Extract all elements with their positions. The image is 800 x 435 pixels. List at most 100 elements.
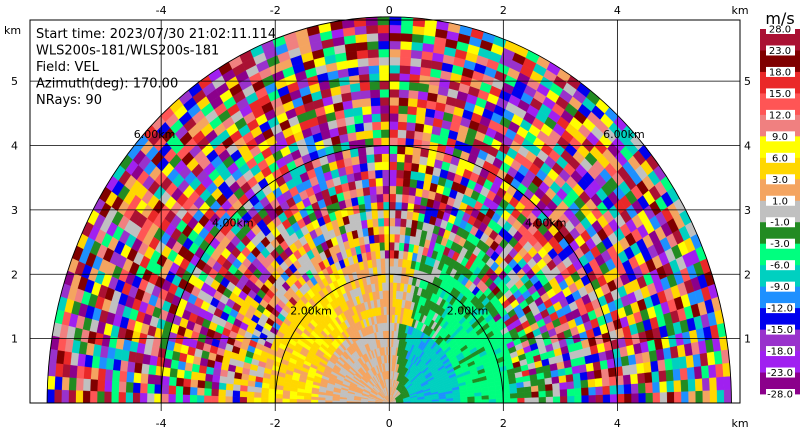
x-tick-label: 2 [500, 417, 507, 430]
y-tick-label-right: 1 [744, 333, 751, 346]
colorbar-tick-box [766, 260, 795, 271]
colorbar-tick-label: -3.0 [770, 239, 790, 250]
x-unit-label-top: km [731, 4, 748, 17]
colorbar-tick-label: 3.0 [772, 175, 788, 186]
colorbar-swatch [760, 157, 800, 180]
x-tick-label: 4 [614, 417, 621, 430]
x-tick-label-top: 4 [614, 4, 621, 17]
colorbar-tick-box [766, 66, 795, 77]
colorbar-tick-label: -23.0 [767, 368, 793, 379]
colorbar-swatch [760, 200, 800, 223]
info-line: Field: VEL [36, 60, 100, 75]
y-tick-label-right: 5 [744, 75, 751, 88]
colorbar-swatch [760, 29, 800, 51]
colorbar-tick-label: 23.0 [769, 46, 791, 57]
x-tick-label: -4 [156, 417, 167, 430]
colorbar-swatch [760, 329, 800, 352]
y-tick-label-right: 2 [744, 268, 751, 281]
x-tick-label-top: -4 [156, 4, 167, 17]
colorbar-tick-box [766, 238, 795, 249]
y-unit-label: km [4, 24, 21, 37]
y-tick-label: 5 [11, 75, 18, 88]
colorbar-tick-box [766, 281, 795, 292]
colorbar-tick-box [766, 389, 795, 399]
x-tick-label-top: 2 [500, 4, 507, 17]
colorbar-tick-box [766, 109, 795, 120]
x-unit-label: km [731, 417, 748, 430]
colorbar-swatch [760, 243, 800, 266]
x-tick-label-top: -2 [270, 4, 281, 17]
y-tick-label: 1 [11, 333, 18, 346]
colorbar-tick-label: 28.0 [769, 25, 791, 36]
x-tick-label-top: 0 [386, 4, 393, 17]
colorbar-swatch [760, 265, 800, 288]
colorbar-tick-label: -18.0 [767, 347, 793, 358]
colorbar-tick-label: -9.0 [770, 282, 790, 293]
colorbar: 28.0 23.0 18.0 15.0 12.0 9.0 6.0 3.0 1.0 -1.0 -3.0… [760, 9, 800, 401]
colorbar-tick-box [766, 24, 795, 34]
y-tick-label-right: 3 [744, 204, 751, 217]
colorbar-tick-label: -15.0 [767, 325, 793, 336]
info-line: Azimuth(deg): 170.00 [36, 77, 178, 92]
info-line: NRays: 90 [36, 93, 102, 108]
colorbar-tick-box [766, 367, 795, 378]
colorbar-swatch [760, 222, 800, 245]
colorbar-tick-box [766, 324, 795, 335]
y-axis-left: 1 2 3 4 5 km [4, 24, 21, 346]
colorbar-tick-box [766, 346, 795, 357]
colorbar-tick-box [766, 88, 795, 99]
range-ring-label: 6.00km [603, 128, 645, 141]
colorbar-swatch [760, 50, 800, 73]
colorbar-unit-label: m/s [765, 9, 794, 28]
info-line: WLS200s-181/WLS200s-181 [36, 44, 219, 59]
velocity-field [46, 16, 732, 404]
y-tick-label-right: 4 [744, 140, 751, 153]
colorbar-swatch [760, 136, 800, 159]
colorbar-tick-label: 1.0 [772, 196, 788, 207]
colorbar-swatch [760, 114, 800, 137]
colorbar-tick-label: -12.0 [767, 304, 793, 315]
colorbar-tick-label: -6.0 [770, 261, 790, 272]
colorbar-tick-label: 6.0 [772, 153, 788, 164]
colorbar-tick-label: 12.0 [769, 110, 791, 121]
range-ring [274, 273, 504, 404]
y-axis-right: 1 2 3 4 5 [744, 75, 751, 345]
x-axis-bottom: -4 -2 0 2 4 km [156, 403, 749, 430]
colorbar-tick-box [766, 152, 795, 163]
range-ring-label: 2.00km [447, 305, 489, 318]
x-tick-label: 0 [386, 417, 393, 430]
grid-lines [30, 20, 740, 403]
plot-frame [29, 19, 741, 404]
colorbar-swatch [760, 93, 800, 116]
x-tick-label: -2 [270, 417, 281, 430]
colorbar-swatch [760, 179, 800, 202]
range-ring-label: 2.00km [290, 305, 332, 318]
colorbar-tick-label: 9.0 [772, 132, 788, 143]
range-ring-label: 6.00km [134, 128, 176, 141]
colorbar-swatch [760, 372, 800, 395]
info-box: Start time: 2023/07/30 21:02:11.114 WLS20… [36, 27, 276, 108]
colorbar-tick-box [766, 217, 795, 228]
colorbar-swatch [760, 308, 800, 330]
range-ring [160, 145, 618, 404]
colorbar-tick-box [766, 174, 795, 185]
colorbar-tick-box [766, 195, 795, 206]
y-tick-label: 3 [11, 204, 18, 217]
colorbar-tick-label: -1.0 [770, 218, 790, 229]
colorbar-swatch [760, 71, 800, 94]
colorbar-tick-box [766, 131, 795, 142]
y-tick-label: 2 [11, 268, 18, 281]
colorbar-tick-label: 18.0 [769, 67, 791, 78]
range-ring-label: 4.00km [525, 216, 567, 229]
colorbar-swatch [760, 286, 800, 309]
colorbar-tick-box [766, 45, 795, 56]
colorbar-tick-label: -28.0 [767, 390, 793, 401]
colorbar-tick-label: 15.0 [769, 89, 791, 100]
colorbar-tick-box [766, 303, 795, 314]
y-tick-label: 4 [11, 140, 18, 153]
colorbar-swatch [760, 351, 800, 373]
x-axis-top: -4 -2 0 2 4 km [156, 4, 749, 17]
range-ring-label: 4.00km [212, 216, 254, 229]
info-line: Start time: 2023/07/30 21:02:11.114 [36, 27, 276, 42]
